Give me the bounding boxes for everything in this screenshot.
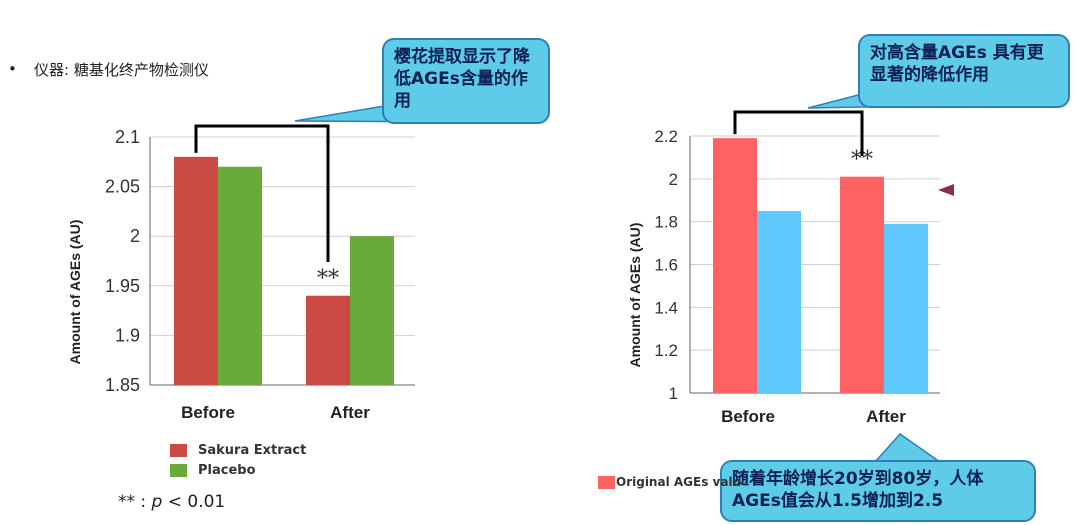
y-tick-label: 1.2: [654, 341, 678, 360]
bar: [757, 210, 801, 393]
callout-bottom: 随着年龄增长20岁到80岁，人体AGEs值会从1.5增加到2.5: [720, 460, 1036, 522]
significance-stars: **: [317, 267, 339, 292]
x-category-label: Before: [181, 403, 235, 422]
y-tick-label: 1.4: [654, 298, 678, 317]
legend-label-original: Original AGEs valu: [616, 475, 742, 489]
bar: [306, 295, 350, 385]
y-tick-label: 1.85: [105, 375, 140, 395]
legend-swatch-placebo: [170, 464, 187, 477]
y-axis-title: Amount of AGEs (AU): [67, 220, 83, 365]
callout-right: 对高含量AGEs 具有更显著的降低作用: [858, 34, 1070, 108]
y-axis-title: Amount of AGEs (AU): [627, 223, 643, 368]
x-category-label: Before: [721, 407, 775, 426]
y-tick-label: 2.1: [115, 127, 140, 147]
legend-swatch-original: [598, 476, 615, 489]
significance-prefix: ** :: [118, 492, 152, 512]
y-tick-label: 1.6: [654, 256, 678, 275]
y-tick-label: 1: [669, 384, 678, 403]
x-category-label: After: [330, 403, 370, 422]
bar: [840, 176, 884, 393]
y-tick-label: 2.2: [654, 127, 678, 146]
y-tick-label: 1.9: [115, 325, 140, 345]
legend-label-sakura: Sakura Extract: [198, 443, 307, 458]
bar: [218, 166, 262, 385]
y-tick-label: 1.8: [654, 213, 678, 232]
comparison-bracket: [733, 110, 864, 156]
x-category-label: After: [866, 407, 906, 426]
bar: [174, 156, 218, 385]
legend-label-placebo: Placebo: [198, 463, 256, 478]
instrument-label: 仪器: 糖基化终产物检测仪: [34, 61, 209, 79]
bar: [350, 236, 394, 385]
bar: [713, 138, 757, 393]
callout-left: 樱花提取显示了降低AGEs含量的作用: [382, 38, 550, 124]
significance-note: ** : p < 0.01: [118, 492, 225, 512]
significance-p: p: [151, 492, 163, 512]
bar: [884, 223, 928, 393]
comparison-bracket: [194, 124, 330, 262]
callout-pointer: [873, 433, 943, 463]
y-tick-label: 2: [130, 226, 140, 246]
y-tick-label: 2.05: [105, 177, 140, 197]
bullet-point: •: [8, 60, 17, 78]
significance-rest: < 0.01: [162, 492, 226, 512]
y-tick-label: 1.95: [105, 276, 140, 296]
y-tick-label: 2: [669, 170, 678, 189]
legend-swatch-sakura: [170, 444, 187, 457]
significance-stars: **: [851, 148, 873, 173]
edge-marker: [938, 184, 954, 196]
